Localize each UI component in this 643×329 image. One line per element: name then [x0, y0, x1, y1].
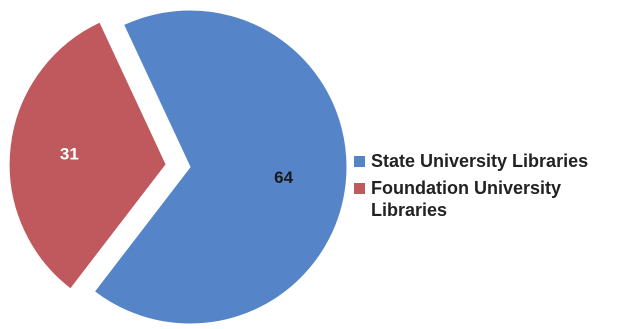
legend-label-foundation: Foundation University Libraries [371, 178, 562, 220]
legend-swatch-foundation [354, 183, 365, 194]
pie-slice-1 [8, 21, 167, 290]
pie-slice-0 [93, 9, 348, 325]
legend-swatch-state [354, 156, 365, 167]
legend-item-foundation: Foundation University Libraries [354, 177, 639, 221]
pie-data-label-0: 64 [274, 168, 293, 187]
legend-item-state: State University Libraries [354, 150, 639, 172]
pie-data-label-1: 31 [60, 144, 79, 163]
legend-label-state: State University Libraries [371, 151, 589, 171]
chart-legend: State University Libraries Foundation Un… [354, 150, 639, 226]
